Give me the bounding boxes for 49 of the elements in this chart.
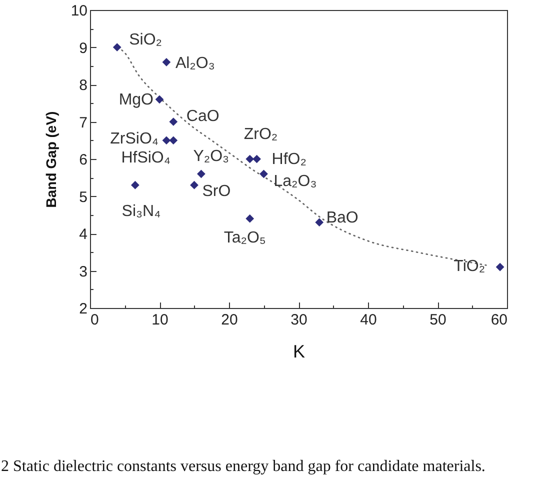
x-axis-title: K (292, 342, 306, 362)
point (246, 154, 254, 164)
x-tick-label: 20 (221, 312, 238, 328)
annotation: Al₂O₃ (175, 55, 215, 72)
annotation: MgO (118, 91, 154, 108)
y-axis-title: Band Gap (eV) (42, 111, 59, 208)
point (169, 118, 178, 126)
point (190, 180, 198, 190)
point (246, 214, 254, 223)
x-tick-label: 50 (430, 312, 446, 328)
point (155, 95, 164, 104)
point (197, 170, 206, 178)
point (252, 154, 261, 164)
annotation: ZrSiO₄ (110, 130, 158, 148)
y-tick-label: 4 (79, 226, 88, 243)
point (112, 43, 122, 52)
annotation: ZrO₂ (244, 126, 278, 143)
y-tick-label: 2 (79, 300, 88, 318)
annotation: SiO₂ (129, 31, 162, 48)
annotation: CaO (186, 108, 220, 125)
point (496, 262, 504, 272)
x-tick-label: 40 (360, 312, 377, 328)
annotation: TiO₂ (454, 258, 486, 276)
y-tick-label: 3 (79, 263, 88, 280)
point (162, 136, 171, 145)
annotation: HfSiO₄ (121, 149, 170, 166)
x-tick-label: 30 (290, 312, 308, 328)
annotation: Y₂O₃ (193, 148, 230, 165)
annotation: La₂O₃ (274, 172, 317, 190)
annotation: Si₃N₄ (122, 203, 161, 220)
y-tick-label: 8 (79, 77, 88, 94)
annotation: Ta₂O₅ (224, 230, 266, 247)
y-tick-label: 7 (79, 114, 88, 132)
y-tick-label: 6 (79, 152, 88, 168)
x-tick-label: 60 (490, 312, 508, 328)
y-tick-label: 10 (70, 2, 88, 20)
point (315, 218, 324, 227)
point (169, 136, 178, 145)
annotation: SrO (202, 183, 231, 200)
x-tick-label: 0 (90, 312, 99, 328)
point (130, 180, 140, 190)
annotation: HfO₂ (272, 151, 306, 168)
y-tick-label: 5 (79, 188, 88, 206)
point (162, 58, 171, 66)
y-tick-label: 9 (79, 40, 88, 57)
annotation: BaO (326, 209, 358, 226)
x-tick-label: 10 (152, 312, 168, 328)
point (260, 170, 268, 178)
text: 2 Static dielectric constants versus energy band gap for candidate materials. (1, 457, 486, 477)
